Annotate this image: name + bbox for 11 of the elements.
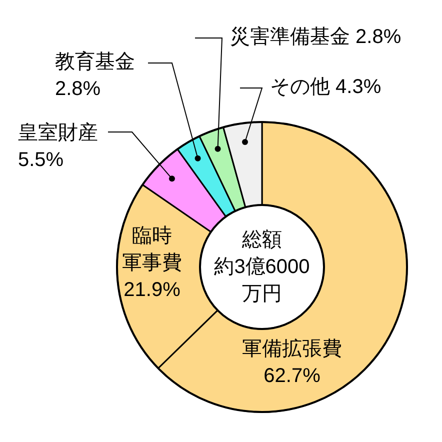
text: 総額約3億6000万円 bbox=[214, 229, 310, 305]
data-label: 5.5% bbox=[18, 149, 64, 171]
data-label: 2.8% bbox=[55, 78, 101, 100]
slice-label: その他 4.3% bbox=[270, 76, 382, 98]
slice-label: 災害準備基金 2.8% bbox=[230, 25, 402, 48]
data-label: 21.9% bbox=[124, 279, 181, 301]
slice-label: 軍備拡張費 bbox=[242, 338, 342, 360]
slice-label: 臨時軍事費 bbox=[122, 225, 182, 274]
slice-label: 教育基金 bbox=[55, 50, 135, 73]
slice-label: 皇室財産 bbox=[18, 121, 98, 144]
data-label: 62.7% bbox=[264, 365, 321, 387]
